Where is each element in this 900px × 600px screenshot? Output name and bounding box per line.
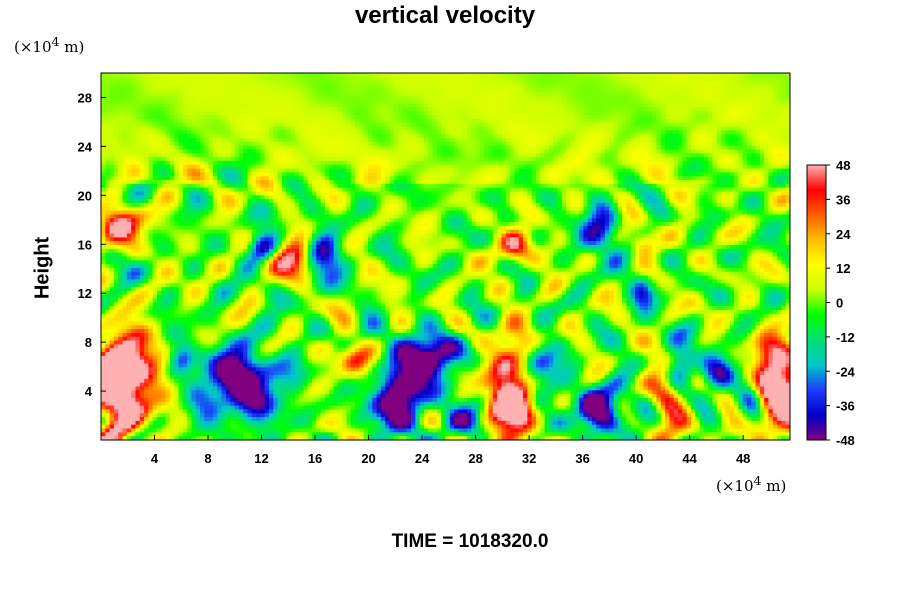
x-tick-label: 48: [736, 451, 750, 466]
chart-title: vertical velocity: [354, 2, 536, 29]
y-tick: 28: [78, 90, 106, 105]
x-tick-label: 32: [522, 451, 536, 466]
x-tick: 8: [204, 435, 212, 466]
y-tick: 4: [85, 384, 106, 399]
colorbar-tick: 0: [826, 296, 843, 311]
colorbar-tick: -48: [826, 433, 855, 448]
colorbar-tick-label: -24: [836, 364, 856, 379]
colorbar-tick-label: 36: [836, 192, 850, 207]
x-tick-label: 40: [629, 451, 643, 466]
x-tick: 24: [415, 435, 430, 466]
x-tick: 48: [736, 435, 750, 466]
y-tick-label: 28: [78, 90, 92, 105]
x-axis-ticks: 4 8 12 16 20 24 28 32 36 40 44 48: [151, 435, 750, 466]
y-axis-unit: (×104 m): [14, 34, 85, 56]
colorbar-tick-label: -48: [836, 433, 855, 448]
y-tick-label: 4: [85, 384, 93, 399]
x-tick-label: 20: [361, 451, 375, 466]
colorbar-tick: 12: [826, 261, 850, 276]
colorbar-tick: -36: [826, 399, 855, 414]
colorbar-tick: -12: [826, 330, 855, 345]
velocity-field: [101, 73, 790, 440]
plot-frame: [100, 72, 791, 441]
x-tick: 4: [151, 435, 159, 466]
x-axis-unit: (×104 m): [716, 473, 787, 495]
colorbar-tick-label: -12: [836, 330, 855, 345]
colorbar-tick: 48: [826, 158, 850, 173]
x-tick-label: 44: [682, 451, 697, 466]
colorbar-tick-label: 48: [836, 158, 850, 173]
colorbar-tick: 24: [826, 227, 851, 242]
y-axis-ticks: 4 8 12 16 20 24 28: [78, 90, 106, 399]
x-tick: 40: [629, 435, 643, 466]
colorbar-tick-label: 12: [836, 261, 850, 276]
x-tick: 20: [361, 435, 376, 466]
x-tick: 12: [254, 435, 269, 466]
y-tick: 8: [85, 335, 106, 350]
colorbar-tick-label: -36: [836, 399, 855, 414]
y-tick: 20: [78, 188, 106, 203]
y-tick-label: 16: [78, 237, 92, 252]
colorbar-tick-label: 0: [836, 296, 843, 311]
x-tick: 44: [682, 435, 698, 466]
y-tick-label: 8: [85, 335, 92, 350]
y-tick: 12: [78, 286, 106, 301]
x-tick: 36: [575, 435, 590, 466]
x-tick-label: 4: [151, 451, 159, 466]
colorbar-tick: 36: [826, 192, 850, 207]
y-tick-label: 20: [78, 188, 92, 203]
colorbar-tick-label: 24: [836, 227, 851, 242]
x-tick: 32: [522, 435, 536, 466]
y-tick: 16: [78, 237, 106, 252]
colorbar-ticks: 48 36 24 12 0 -12 -24 -36 -48: [826, 158, 856, 448]
y-tick: 24: [78, 139, 106, 154]
x-tick-label: 36: [575, 451, 589, 466]
x-tick: 28: [468, 435, 483, 466]
x-tick-label: 28: [468, 451, 482, 466]
x-tick-label: 16: [308, 451, 322, 466]
colorbar-tick: -24: [826, 364, 856, 379]
x-tick: 16: [308, 435, 322, 466]
y-tick-label: 12: [78, 286, 92, 301]
x-tick-label: 24: [415, 451, 430, 466]
time-label: TIME = 1018320.0: [391, 531, 549, 552]
y-tick-label: 24: [78, 139, 93, 154]
colorbar: [806, 164, 827, 441]
x-tick-label: 12: [254, 451, 268, 466]
x-tick-label: 8: [204, 451, 211, 466]
